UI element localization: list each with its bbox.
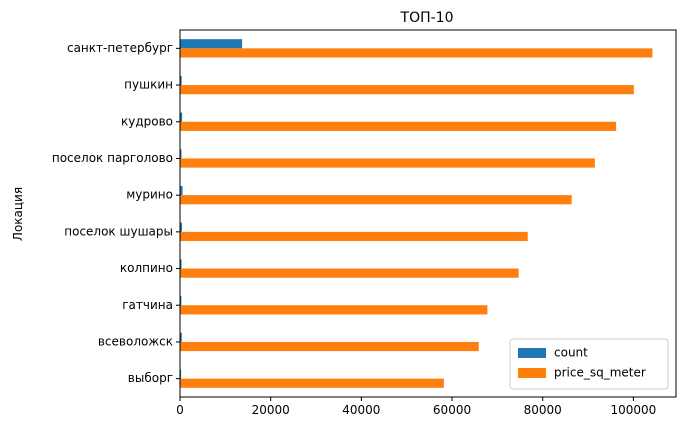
x-tick-label: 60000 (433, 403, 471, 417)
x-tick-label: 40000 (342, 403, 380, 417)
legend-label-count: count (554, 346, 588, 360)
bar-price_sq_meter-4 (180, 195, 572, 205)
bar-price_sq_meter-7 (180, 305, 488, 315)
plot-area (179, 29, 677, 398)
axes-frame (179, 29, 677, 398)
bar-count-8 (180, 332, 182, 342)
legend: count price_sq_meter (509, 338, 669, 390)
y-axis-label: Локация (11, 187, 25, 241)
bar-count-6 (180, 259, 182, 269)
bar-count-0 (180, 39, 243, 49)
bar-count-1 (180, 75, 182, 86)
y-tick-label: поселок шушары (64, 224, 173, 238)
y-tick-label: кудрово (121, 114, 173, 128)
bar-price_sq_meter-0 (180, 48, 653, 58)
y-tick-label: санкт-петербург (67, 41, 173, 55)
x-tick-labels: 0 20000 40000 60000 80000 100000 (176, 397, 656, 417)
bar-count-5 (180, 222, 182, 232)
x-tick-label: 100000 (610, 403, 656, 417)
y-tick-label: пушкин (124, 78, 173, 92)
bar-count-7 (180, 296, 182, 306)
bar-count-2 (180, 112, 183, 122)
bar-price_sq_meter-8 (180, 341, 479, 352)
y-tick-label: колпино (120, 261, 173, 275)
bar-price_sq_meter-9 (180, 378, 444, 388)
y-tick-label: гатчина (122, 298, 173, 312)
legend-swatch-price_sq_meter (518, 368, 546, 378)
x-tick-label: 20000 (252, 403, 290, 417)
y-tick-label: поселок парголово (52, 151, 173, 165)
bar-price_sq_meter-6 (180, 268, 519, 278)
x-tick-label: 0 (176, 403, 184, 417)
legend-label-price_sq_meter: price_sq_meter (554, 366, 646, 380)
bar-count-9 (180, 369, 182, 379)
bar-price_sq_meter-5 (180, 231, 528, 242)
y-tick-label: выборг (128, 371, 173, 385)
bar-price_sq_meter-3 (180, 158, 595, 168)
y-tick-label: всеволожск (98, 334, 173, 348)
bar-count-3 (180, 149, 182, 159)
legend-box (509, 338, 669, 390)
legend-swatch-count (518, 348, 546, 358)
bar-price_sq_meter-1 (180, 85, 634, 95)
bar-count-4 (180, 185, 183, 196)
x-tick-label: 80000 (524, 403, 562, 417)
y-tick-labels: санкт-петербург пушкин кудрово поселок парг… (52, 41, 180, 385)
y-tick-label: мурино (126, 188, 173, 202)
chart-title: ТОП-10 (400, 10, 454, 26)
bar-price_sq_meter-2 (180, 121, 617, 131)
